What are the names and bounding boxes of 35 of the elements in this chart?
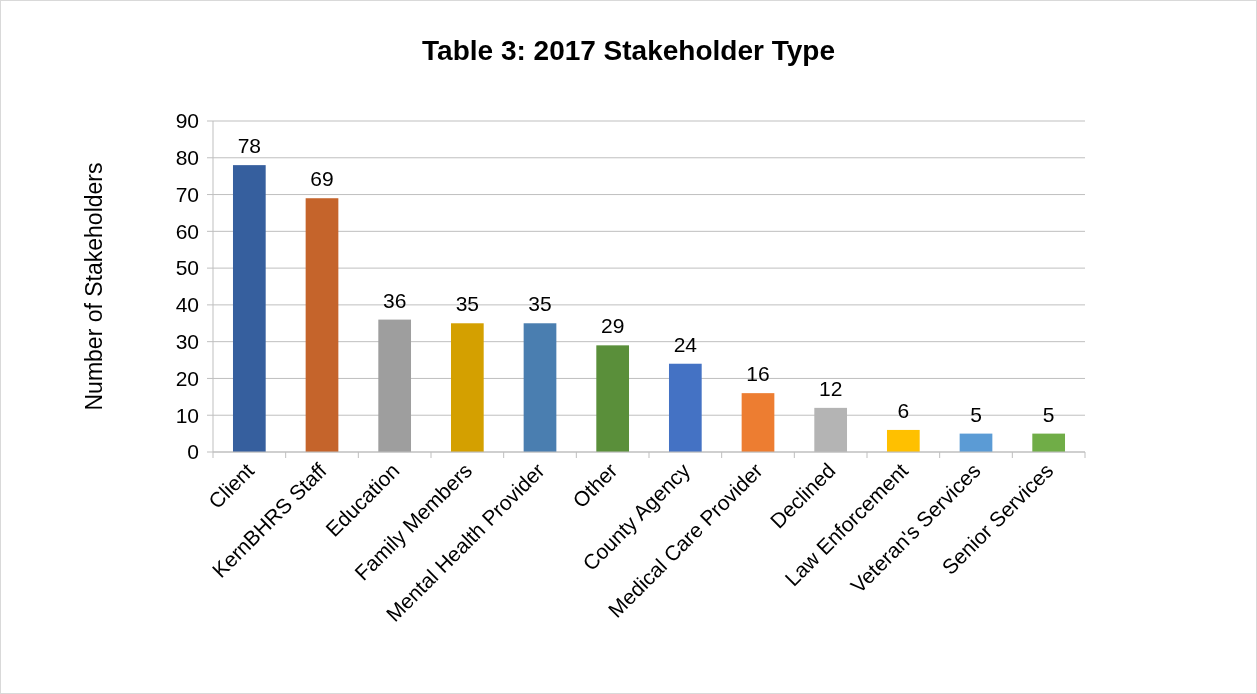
bar: [1032, 433, 1066, 452]
bar: [378, 319, 412, 452]
data-label: 5: [970, 402, 982, 426]
y-tick-label: 40: [175, 293, 199, 317]
y-tick-label: 50: [175, 256, 199, 280]
data-label: 69: [310, 167, 334, 191]
bar: [596, 345, 630, 452]
data-label: 16: [746, 362, 770, 386]
y-tick-label: 60: [175, 219, 199, 243]
y-tick-label: 10: [175, 403, 199, 427]
data-label: 12: [818, 376, 843, 400]
data-label: 35: [455, 292, 480, 316]
data-label: 29: [600, 314, 625, 338]
bar: [668, 363, 702, 452]
y-tick-label: 80: [175, 146, 199, 170]
bar: [886, 429, 920, 452]
data-label: 6: [897, 398, 910, 422]
y-tick-label: 30: [175, 330, 199, 354]
bar: [232, 165, 266, 452]
y-axis-title: Number of Stakeholders: [81, 162, 107, 411]
bar: [450, 323, 484, 452]
y-tick-label: 90: [175, 109, 199, 133]
y-tick-label: 0: [187, 440, 199, 464]
bar: [523, 323, 557, 452]
data-label: 24: [673, 332, 698, 356]
bar: [741, 393, 775, 452]
data-label: 35: [528, 292, 552, 316]
bar: [959, 433, 993, 452]
y-tick-label: 70: [175, 182, 199, 206]
data-label: 78: [237, 134, 262, 158]
chart-title: Table 3: 2017 Stakeholder Type: [422, 35, 835, 66]
bar: [305, 198, 339, 452]
data-label: 5: [1042, 402, 1055, 426]
data-label: 36: [382, 288, 407, 312]
y-tick-label: 20: [175, 366, 199, 390]
